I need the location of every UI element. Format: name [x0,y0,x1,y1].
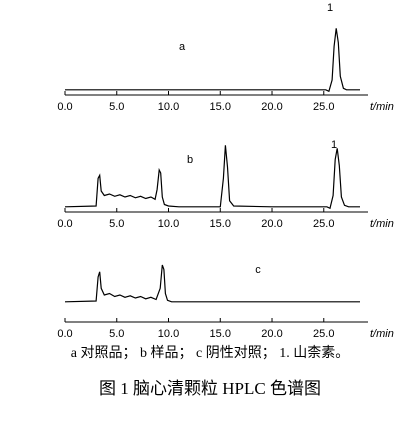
x-tick-label: 10.0 [158,328,179,340]
panel-label: c [255,264,261,276]
x-tick-label: 15.0 [210,218,231,230]
chromatogram-trace [65,28,360,93]
panel-label: a [179,41,186,53]
chromatogram-trace [64,264,360,303]
x-tick-label: 25.0 [313,328,334,340]
x-tick-label: 25.0 [313,218,334,230]
figure-title: 图 1 脑心清颗粒 HPLC 色谱图 [99,379,321,398]
chromatogram-trace [64,145,360,210]
peak-label: 1 [327,2,333,14]
panel-label: b [187,154,193,166]
x-axis-label: t/min [370,218,394,230]
peak-label: 1 [331,139,337,151]
x-tick-label: 0.0 [57,101,72,113]
x-tick-label: 5.0 [109,101,124,113]
x-tick-label: 0.0 [57,328,72,340]
x-tick-label: 15.0 [210,101,231,113]
x-axis-label: t/min [370,328,394,340]
x-axis-label: t/min [370,101,394,113]
x-tick-label: 10.0 [158,218,179,230]
x-tick-label: 0.0 [57,218,72,230]
x-tick-label: 10.0 [158,101,179,113]
x-tick-label: 20.0 [261,328,282,340]
figure-legend: a 对照品； b 样品； c 阴性对照； 1. 山柰素。 [70,346,350,361]
x-tick-label: 5.0 [109,328,124,340]
x-tick-label: 15.0 [210,328,231,340]
x-tick-label: 25.0 [313,101,334,113]
x-tick-label: 5.0 [109,218,124,230]
x-tick-label: 20.0 [261,101,282,113]
x-tick-label: 20.0 [261,218,282,230]
